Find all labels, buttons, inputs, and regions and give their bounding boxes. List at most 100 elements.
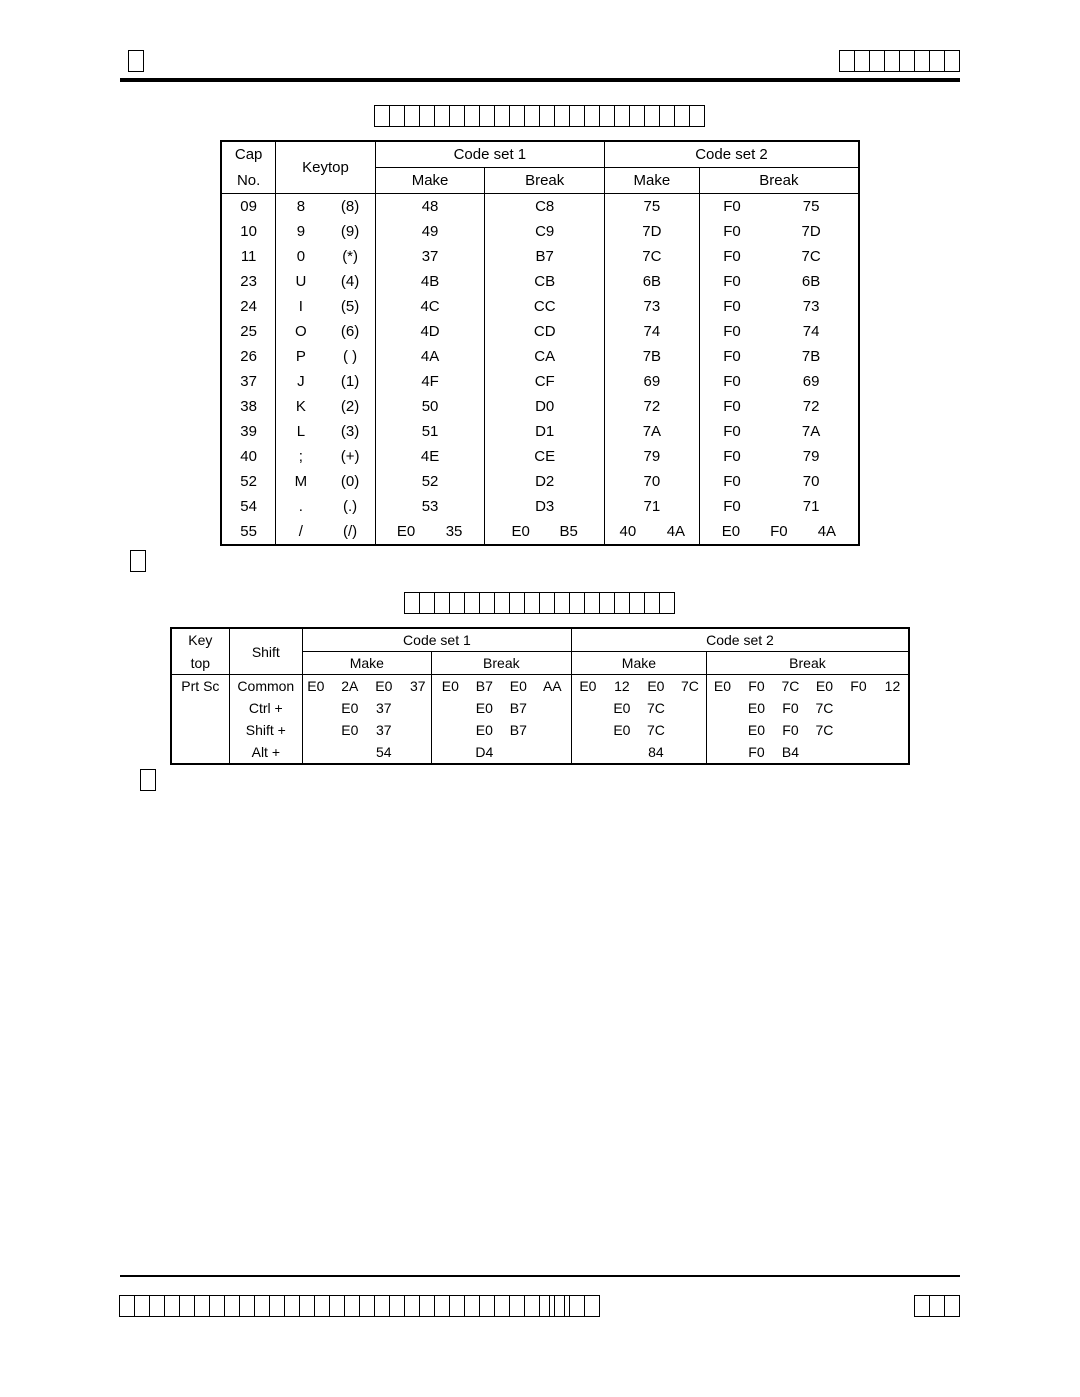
- cell-keytop-alt: (2): [325, 394, 375, 419]
- th2-codeset2: Code set 2: [571, 628, 909, 652]
- cell-break2-code: 75: [764, 194, 859, 220]
- th-make1: Make: [375, 168, 485, 194]
- cell-break1: D1: [485, 419, 605, 444]
- cell-make2: E07C: [571, 697, 706, 719]
- cell-keytop-alt: (3): [325, 419, 375, 444]
- cell-break2-code: 7B: [764, 344, 859, 369]
- cell-break2-prefix: F0: [699, 319, 764, 344]
- footer: [120, 1287, 960, 1317]
- cell-keytop-char: K: [276, 394, 326, 419]
- cell-make1: 4F: [375, 369, 485, 394]
- cell-break2: E0F07C: [706, 719, 909, 741]
- table-row: Ctrl + E037 E0B7 E07C E0F07C: [171, 697, 909, 719]
- cell-make2: 84: [571, 741, 706, 764]
- cell-shift: Alt +: [229, 741, 302, 764]
- cell-break1: C9: [485, 219, 605, 244]
- th-cap-1: Cap: [221, 141, 276, 168]
- table-row: Shift + E037 E0B7 E07C E0F07C: [171, 719, 909, 741]
- th2-keytop-2: top: [171, 652, 229, 675]
- cell-keytop-char: 0: [276, 244, 326, 269]
- cell-break2-prefix: F0: [699, 344, 764, 369]
- cell-cap: 38: [221, 394, 276, 419]
- table2-head: Key Shift Code set 1 Code set 2 top Make…: [171, 628, 909, 675]
- cell-make1: 52: [375, 469, 485, 494]
- scan-code-table-1: Cap Keytop Code set 1 Code set 2 No. Mak…: [220, 140, 860, 546]
- footer-left-placeholders: [120, 1295, 600, 1317]
- cell-cap: 37: [221, 369, 276, 394]
- table2-caption-placeholders: [405, 592, 675, 614]
- cell-break1: E0B7: [431, 697, 571, 719]
- th-make2: Make: [604, 168, 699, 194]
- cell-cap: 54: [221, 494, 276, 519]
- cell-make1: 54: [302, 741, 431, 764]
- cell-make2: 404A: [604, 519, 699, 545]
- cell-cap: 11: [221, 244, 276, 269]
- table-row: 24I(5)4CCC73F073: [221, 294, 859, 319]
- cell-break2: E0F07CE0F012: [706, 675, 909, 698]
- cell-make1: 4A: [375, 344, 485, 369]
- cell-keytop: Prt Sc: [171, 675, 229, 765]
- cell-make1: 53: [375, 494, 485, 519]
- cell-keytop-char: U: [276, 269, 326, 294]
- cell-make1: E037: [302, 697, 431, 719]
- cell-keytop-char: M: [276, 469, 326, 494]
- th-break2: Break: [699, 168, 859, 194]
- cell-keytop-alt: (/): [325, 519, 375, 545]
- cell-make1: 49: [375, 219, 485, 244]
- cell-make2: E012E07C: [571, 675, 706, 698]
- cell-make1: E037: [302, 719, 431, 741]
- cell-break2-prefix: F0: [699, 444, 764, 469]
- cell-break2-prefix: F0: [699, 369, 764, 394]
- cell-cap: 39: [221, 419, 276, 444]
- cell-break1: B7: [485, 244, 605, 269]
- table1-body: 098(8)48C875F075109(9)49C97DF07D110(*)37…: [221, 194, 859, 546]
- cell-keytop-char: O: [276, 319, 326, 344]
- table2-body: Prt ScCommonE02AE037E0B7E0AAE012E07CE0F0…: [171, 675, 909, 765]
- cell-break1: D3: [485, 494, 605, 519]
- table-row: 52M(0)52D270F070: [221, 469, 859, 494]
- th2-make1: Make: [302, 652, 431, 675]
- cell-break2-prefix: F0: [699, 269, 764, 294]
- footer-mid-placeholder: [550, 1295, 565, 1317]
- cell-cap: 52: [221, 469, 276, 494]
- cell-make2: 7A: [604, 419, 699, 444]
- table-row: 25O(6)4DCD74F074: [221, 319, 859, 344]
- cell-cap: 10: [221, 219, 276, 244]
- cell-shift: Common: [229, 675, 302, 698]
- cell-break2: E0F07C: [706, 697, 909, 719]
- cell-keytop-alt: (6): [325, 319, 375, 344]
- cell-break2: E0F04A: [699, 519, 859, 545]
- table-row: 40;(+)4ECE79F079: [221, 444, 859, 469]
- footer-right-placeholders: [915, 1295, 960, 1317]
- cell-break1: E0B7: [431, 719, 571, 741]
- cell-make2: 7C: [604, 244, 699, 269]
- cell-make2: 79: [604, 444, 699, 469]
- cell-break2-prefix: F0: [699, 469, 764, 494]
- cell-keytop-char: P: [276, 344, 326, 369]
- cell-make1: 4C: [375, 294, 485, 319]
- table-row: 39L(3)51D17AF07A: [221, 419, 859, 444]
- cell-break2-prefix: F0: [699, 394, 764, 419]
- cell-break2-code: 79: [764, 444, 859, 469]
- th2-break2: Break: [706, 652, 909, 675]
- cell-keytop-alt: (4): [325, 269, 375, 294]
- cell-break2-code: 73: [764, 294, 859, 319]
- table1-caption: [120, 105, 960, 132]
- th2-break1: Break: [431, 652, 571, 675]
- cell-keytop-char: J: [276, 369, 326, 394]
- header-right-placeholders: [840, 50, 960, 72]
- cell-keytop-char: 8: [276, 194, 326, 220]
- cell-break2-code: 7A: [764, 419, 859, 444]
- cell-make1: 37: [375, 244, 485, 269]
- post-table2-placeholder: [140, 769, 156, 791]
- cell-break2-prefix: F0: [699, 219, 764, 244]
- cell-break1: D4: [431, 741, 571, 764]
- cell-keytop-char: .: [276, 494, 326, 519]
- cell-make2: 70: [604, 469, 699, 494]
- cell-cap: 24: [221, 294, 276, 319]
- cell-keytop-alt: (*): [325, 244, 375, 269]
- scan-code-table-2: Key Shift Code set 1 Code set 2 top Make…: [170, 627, 910, 765]
- cell-break1: CB: [485, 269, 605, 294]
- table-row: 110(*)37B77CF07C: [221, 244, 859, 269]
- cell-break2-code: 70: [764, 469, 859, 494]
